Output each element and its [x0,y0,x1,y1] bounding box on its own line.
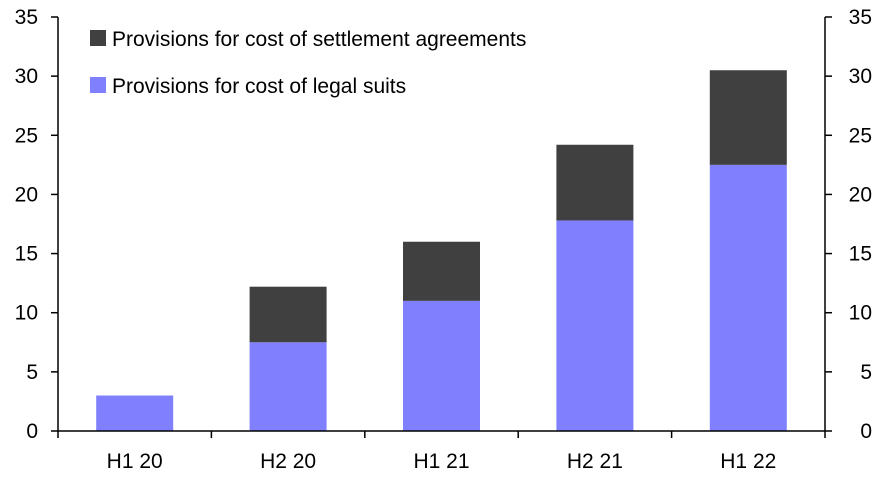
y-tick-label-right: 20 [849,183,872,206]
x-tick-label-h2-21: H2 21 [567,450,623,473]
legend-swatch-provisions-for-cost-of-legal-suits [90,77,106,93]
x-tick-label-h2-20: H2 20 [260,450,316,473]
y-tick-label-right: 35 [849,6,872,29]
y-tick-label-left: 35 [15,6,38,29]
x-tick-label-h1-22: H1 22 [720,450,776,473]
y-tick-label-left: 15 [15,243,38,266]
bar-h2-20-series-0 [249,342,327,431]
legend-label-provisions-for-cost-of-settlement-agreements: Provisions for cost of settlement agreem… [112,28,526,51]
y-tick-label-left: 5 [26,361,38,384]
x-tick-label-h1-20: H1 20 [107,450,163,473]
y-tick-label-left: 10 [15,302,38,325]
bars-layer [96,70,787,432]
y-tick-label-left: 30 [15,65,38,88]
y-tick-label-left: 20 [15,183,38,206]
bar-h2-21-series-1 [556,144,634,221]
x-tick-label-h1-21: H1 21 [413,450,469,473]
y-tick-label-right: 0 [860,420,872,443]
bar-h1-21-series-0 [403,300,480,431]
bar-h1-21-series-1 [403,241,480,301]
bar-h1-22-series-1 [709,70,787,165]
legend-label-provisions-for-cost-of-legal-suits: Provisions for cost of legal suits [112,75,406,98]
bar-h1-20-series-0 [96,395,174,431]
y-tick-label-left: 25 [15,124,38,147]
bar-h1-22-series-0 [709,164,787,432]
bar-h2-21-series-0 [556,220,634,431]
y-tick-label-right: 15 [849,243,872,266]
y-tick-label-right: 30 [849,65,872,88]
y-tick-label-right: 5 [860,361,872,384]
bar-h2-20-series-1 [249,286,327,343]
legend-swatch-provisions-for-cost-of-settlement-agreements [90,30,106,46]
y-tick-label-right: 25 [849,124,872,147]
axes-layer: 0 0 5 5 10 10 15 15 20 20 25 25 30 30 35 35 H1 20 H2 20 H1… [15,6,872,473]
legend: Provisions for cost of settlement agreem… [90,28,526,98]
y-tick-label-left: 0 [26,420,38,443]
y-tick-label-right: 10 [849,302,872,325]
